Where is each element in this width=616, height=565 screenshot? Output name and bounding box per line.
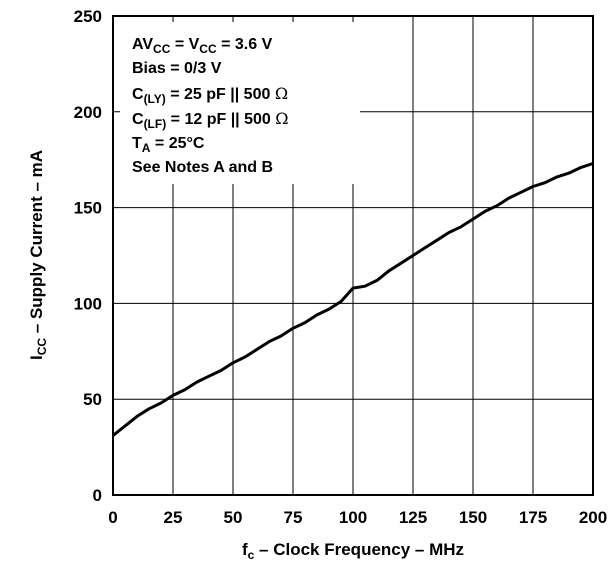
note-load-lf: C(LF) = 12 pF || 500 Ω bbox=[132, 109, 289, 131]
x-tick-label: 125 bbox=[399, 508, 427, 527]
note-load-ly: C(LY) = 25 pF || 500 Ω bbox=[132, 84, 288, 106]
x-tick-labels: 0 25 50 75 100 125 150 175 200 bbox=[108, 508, 607, 527]
x-tick-label: 175 bbox=[519, 508, 547, 527]
x-tick-label: 100 bbox=[339, 508, 367, 527]
supply-current-line bbox=[112, 162, 594, 437]
x-tick-label: 75 bbox=[284, 508, 303, 527]
y-tick-label: 250 bbox=[74, 7, 102, 26]
y-tick-label: 200 bbox=[74, 103, 102, 122]
note-bias: Bias = 0/3 V bbox=[132, 60, 222, 77]
x-tick-label: 0 bbox=[108, 508, 117, 527]
x-tick-label: 25 bbox=[164, 508, 183, 527]
x-tick-label: 150 bbox=[459, 508, 487, 527]
plot-frame bbox=[112, 15, 594, 496]
x-tick-label: 200 bbox=[579, 508, 607, 527]
x-tick-label: 50 bbox=[224, 508, 243, 527]
note-see-notes: See Notes A and B bbox=[132, 159, 273, 176]
note-supply-voltage: AVCC = VCC = 3.6 V bbox=[132, 36, 273, 56]
y-tick-label: 50 bbox=[83, 390, 102, 409]
y-axis-label: ICC – Supply Current – mA bbox=[27, 150, 49, 360]
y-tick-label: 150 bbox=[74, 199, 102, 218]
y-tick-label: 0 bbox=[93, 486, 102, 505]
y-tick-label: 100 bbox=[74, 294, 102, 313]
notes-background bbox=[120, 22, 360, 184]
note-temperature: TA = 25°C bbox=[132, 135, 205, 155]
x-axis-label: fc – Clock Frequency – MHz bbox=[242, 540, 464, 562]
y-tick-labels: 0 50 100 150 200 250 bbox=[74, 7, 102, 505]
